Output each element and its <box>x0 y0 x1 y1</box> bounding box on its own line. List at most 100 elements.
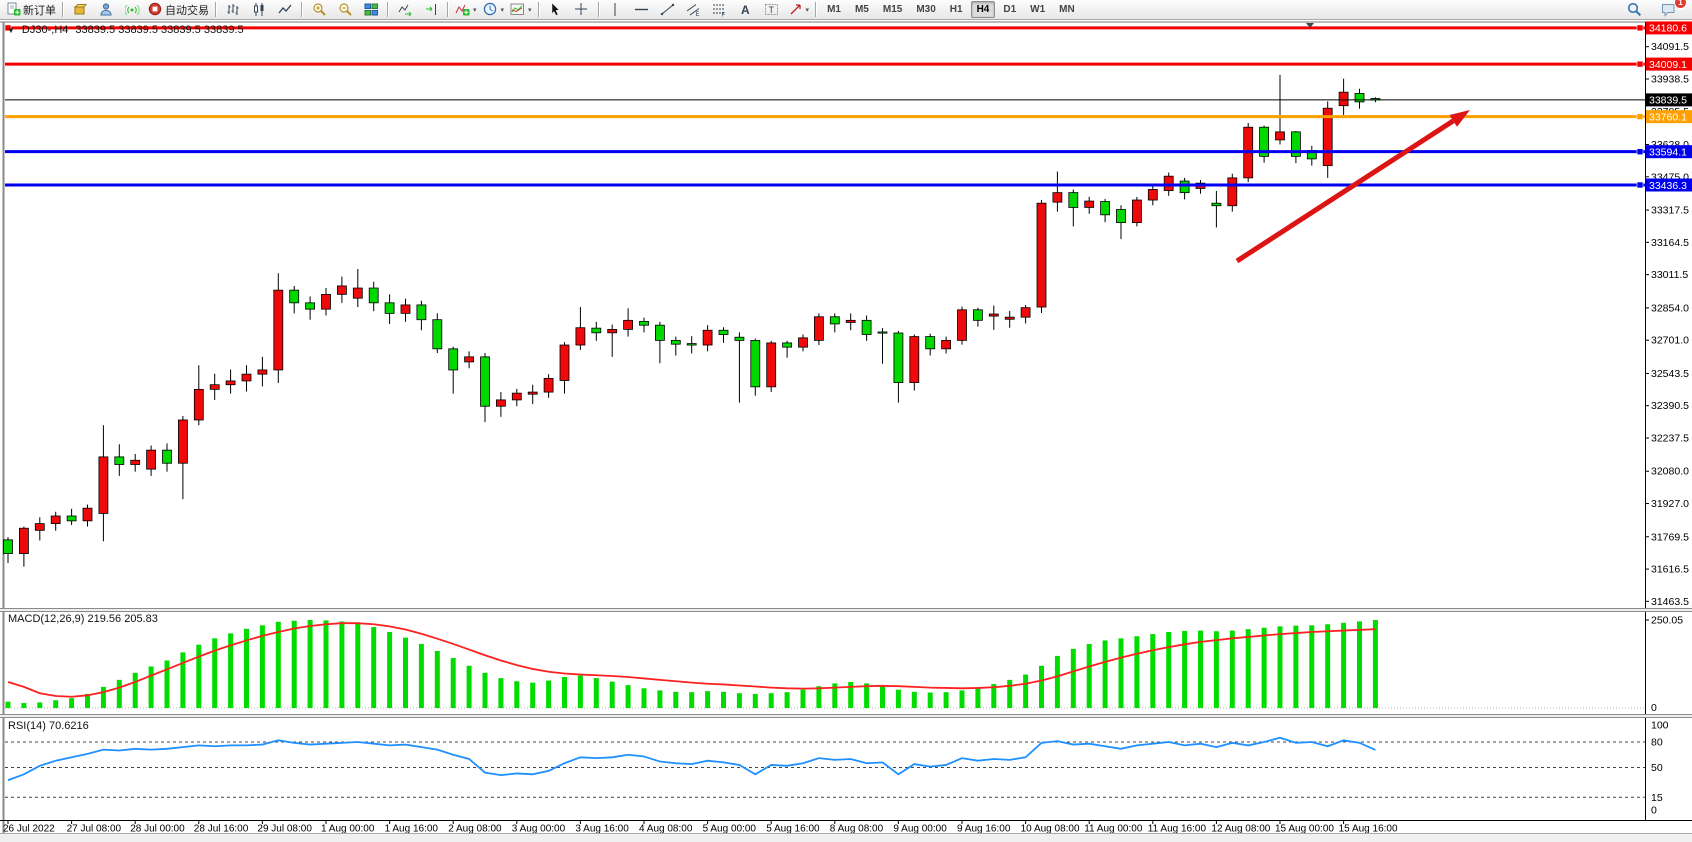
text-label-icon: T <box>765 4 779 15</box>
macd-pane: 250.05 0 <box>5 615 1683 714</box>
candle-chart-button[interactable] <box>246 0 272 20</box>
timeframe-M1[interactable]: M1 <box>827 4 841 15</box>
svg-text:5 Aug 16:00: 5 Aug 16:00 <box>766 824 820 835</box>
vline-button[interactable] <box>603 0 629 20</box>
svg-text:26 Jul 2022: 26 Jul 2022 <box>3 824 55 835</box>
gold-box-button[interactable] <box>67 0 93 20</box>
zoom-in-icon <box>312 3 326 16</box>
svg-text:15 Aug 00:00: 15 Aug 00:00 <box>1275 824 1334 835</box>
svg-text:9 Aug 00:00: 9 Aug 00:00 <box>893 824 947 835</box>
svg-text:33317.5: 33317.5 <box>1651 205 1689 217</box>
svg-text:27 Jul 08:00: 27 Jul 08:00 <box>67 824 122 835</box>
autotrade-button[interactable]: 自动交易 <box>145 0 212 20</box>
svg-text:11 Aug 00:00: 11 Aug 00:00 <box>1084 824 1143 835</box>
chevron-down-icon: ▾ <box>805 6 810 14</box>
svg-text:34091.5: 34091.5 <box>1651 41 1689 53</box>
timeframe-MN[interactable]: MN <box>1059 4 1075 15</box>
price-label: 33594.1 <box>1646 145 1692 158</box>
autotrade-label: 自动交易 <box>165 4 209 17</box>
svg-text:4 Aug 08:00: 4 Aug 08:00 <box>639 824 693 835</box>
svg-text:33436.3: 33436.3 <box>1649 180 1687 192</box>
search-button[interactable] <box>1621 0 1647 20</box>
svg-text:3 Aug 00:00: 3 Aug 00:00 <box>512 824 566 835</box>
new-order-button[interactable]: 新订单 <box>3 0 59 20</box>
zoom-out-button[interactable] <box>332 0 358 20</box>
svg-text:33938.5: 33938.5 <box>1651 73 1689 85</box>
trend-arrow-object[interactable] <box>1235 110 1470 264</box>
indicators-icon <box>455 4 470 16</box>
horizontal-line-objects[interactable] <box>4 24 1645 189</box>
chat-button[interactable]: 1 <box>1655 0 1687 20</box>
text-icon: A <box>741 3 750 17</box>
channel-button[interactable]: E <box>681 0 707 20</box>
profile-button[interactable] <box>93 0 119 20</box>
toolbar-separator <box>597 2 600 17</box>
crosshair-icon <box>575 3 588 15</box>
zoom-in-button[interactable] <box>306 0 332 20</box>
crosshair-button[interactable] <box>569 0 595 20</box>
indicators-button[interactable]: ▾ <box>452 0 480 20</box>
signal-button[interactable] <box>119 0 145 20</box>
fibonacci-button[interactable]: F <box>707 0 733 20</box>
chat-icon <box>1661 4 1674 17</box>
svg-text:28 Jul 16:00: 28 Jul 16:00 <box>194 824 249 835</box>
toolbar-separator <box>215 2 217 17</box>
svg-text:31616.5: 31616.5 <box>1651 564 1689 576</box>
auto-scroll-icon <box>398 4 411 17</box>
candlestick-series <box>3 74 1381 567</box>
price-label: 33436.3 <box>1646 178 1692 192</box>
periods-icon <box>483 2 496 16</box>
chart-shift-button[interactable] <box>418 0 444 20</box>
svg-text:E: E <box>696 12 700 17</box>
svg-text:F: F <box>722 13 726 18</box>
svg-text:32854.0: 32854.0 <box>1651 302 1689 314</box>
candle-chart-icon <box>253 3 263 16</box>
timeframe-D1[interactable]: D1 <box>1003 4 1017 15</box>
time-axis[interactable]: 26 Jul 2022 27 Jul 08:00 28 Jul 00:00 28 Ju… <box>0 820 1692 835</box>
svg-text:100: 100 <box>1651 720 1669 732</box>
svg-text:8 Aug 08:00: 8 Aug 08:00 <box>830 824 884 835</box>
one-click-trading-arrow-icon[interactable]: ▼ <box>7 25 15 35</box>
templates-button[interactable]: ▾ <box>507 0 535 20</box>
chevron-down-icon: ▾ <box>473 6 477 14</box>
svg-text:2 Aug 08:00: 2 Aug 08:00 <box>448 824 502 835</box>
trendline-button[interactable] <box>655 0 681 20</box>
svg-text:31463.5: 31463.5 <box>1651 596 1689 608</box>
vline-icon <box>614 3 616 16</box>
line-chart-icon <box>277 4 291 14</box>
timeframe-M30[interactable]: M30 <box>916 4 936 15</box>
arrows-button[interactable]: ▾ <box>785 0 813 20</box>
svg-text:33594.1: 33594.1 <box>1649 146 1687 158</box>
timeframe-M5[interactable]: M5 <box>854 4 869 15</box>
svg-text:31769.5: 31769.5 <box>1651 531 1689 543</box>
timeframe-H4[interactable]: H4 <box>970 1 996 18</box>
bars-chart-button[interactable] <box>220 0 246 20</box>
timeframe-W1[interactable]: W1 <box>1030 4 1046 15</box>
notification-badge: 1 <box>1674 0 1687 9</box>
chevron-down-icon: ▾ <box>528 6 532 14</box>
cursor-button[interactable] <box>543 0 569 20</box>
tile-windows-button[interactable] <box>358 0 384 20</box>
gold-box-icon <box>73 4 87 15</box>
profile-icon <box>99 3 112 16</box>
chart-shift-marker[interactable] <box>1306 23 1314 28</box>
text-button[interactable]: A <box>733 0 759 20</box>
fibonacci-icon: F <box>713 4 726 18</box>
svg-text:9 Aug 16:00: 9 Aug 16:00 <box>957 824 1011 835</box>
hline-button[interactable] <box>629 0 655 20</box>
timeframe-H1[interactable]: H1 <box>949 4 963 15</box>
periods-button[interactable]: ▾ <box>480 0 508 20</box>
svg-text:15 Aug 16:00: 15 Aug 16:00 <box>1339 824 1398 835</box>
svg-text:33164.5: 33164.5 <box>1651 237 1689 249</box>
svg-text:50: 50 <box>1651 762 1663 774</box>
svg-text:33760.1: 33760.1 <box>1649 111 1687 123</box>
toolbar-separator <box>301 2 303 17</box>
line-chart-button[interactable] <box>272 0 298 20</box>
svg-text:12 Aug 08:00: 12 Aug 08:00 <box>1211 824 1270 835</box>
text-label-button[interactable]: T <box>759 0 785 20</box>
auto-scroll-button[interactable] <box>392 0 418 20</box>
timeframe-M15[interactable]: M15 <box>882 4 903 15</box>
svg-text:28 Jul 00:00: 28 Jul 00:00 <box>130 824 185 835</box>
trendline-icon <box>660 3 675 16</box>
